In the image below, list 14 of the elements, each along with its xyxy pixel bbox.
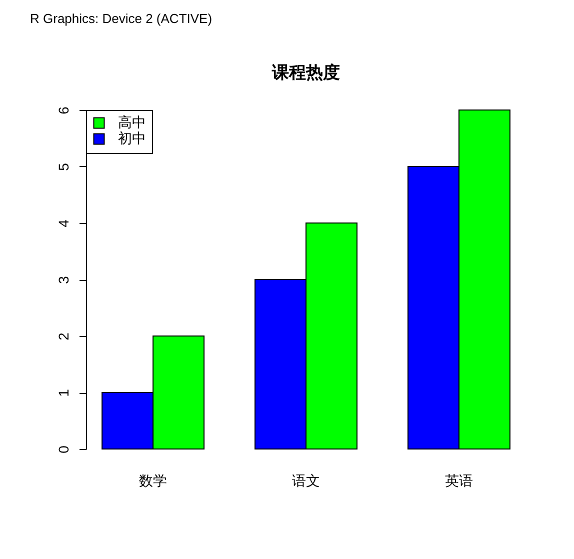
y-tick-label: 6 — [56, 106, 72, 114]
y-tick-label: 4 — [56, 219, 72, 228]
x-tick-label: 数学 — [139, 472, 168, 488]
y-tick-label: 2 — [56, 332, 72, 340]
legend-label: 高中 — [118, 114, 146, 130]
chart-title: 课程热度 — [271, 63, 340, 82]
legend-label: 初中 — [118, 130, 146, 146]
text: R Graphics: Device 2 (ACTIVE) — [30, 11, 212, 26]
y-tick-label: 3 — [56, 276, 72, 284]
x-tick-label: 英语 — [444, 472, 473, 488]
y-tick-label: 1 — [56, 388, 72, 397]
x-tick-label: 语文 — [292, 472, 320, 488]
y-tick-label: 0 — [56, 445, 72, 454]
y-tick-label: 5 — [56, 162, 72, 171]
